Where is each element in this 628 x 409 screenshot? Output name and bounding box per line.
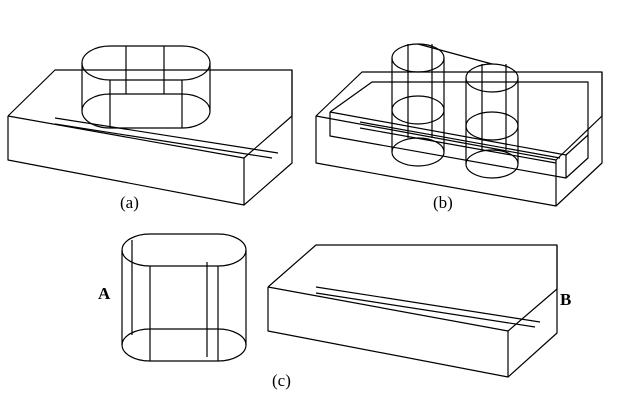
caption-c: (c) <box>272 371 291 390</box>
box-b-inner <box>329 81 589 179</box>
figure-b: (b) <box>315 43 603 212</box>
box-a <box>7 69 293 206</box>
caption-a: (a) <box>120 193 139 212</box>
figure-c: A B (c) <box>98 233 571 390</box>
cylinder-b-link <box>417 43 493 65</box>
stadium-prism-a <box>81 45 211 129</box>
part-a-prism <box>121 233 247 362</box>
caption-b: (b) <box>433 193 453 212</box>
cylinder-b-right <box>465 63 519 179</box>
label-b: B <box>560 290 571 309</box>
cylinder-b-left <box>391 43 445 167</box>
box-b-outer <box>315 71 603 207</box>
figure-a: (a) <box>7 45 293 212</box>
part-b-box <box>267 244 558 378</box>
label-a: A <box>98 284 111 303</box>
